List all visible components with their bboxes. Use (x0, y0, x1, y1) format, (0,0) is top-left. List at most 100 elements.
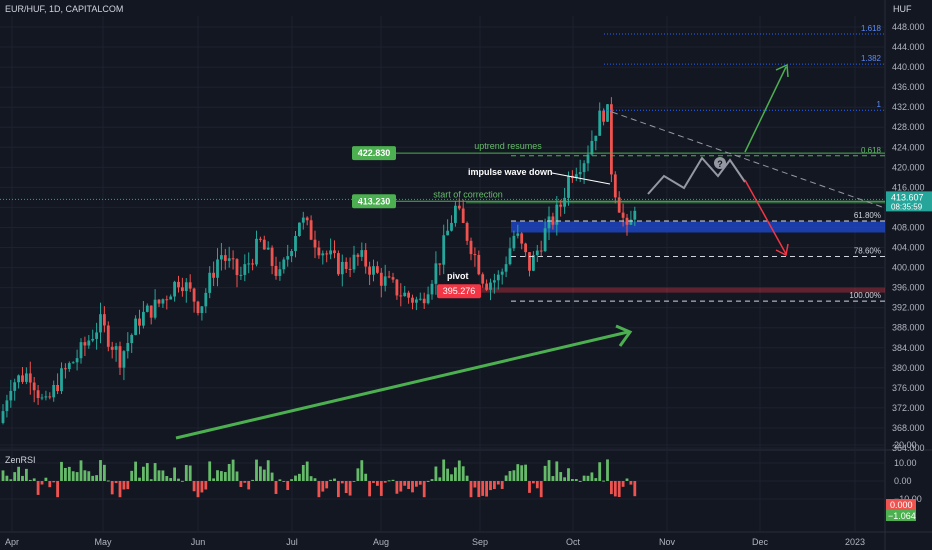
price-tick-label: 408.000 (892, 222, 925, 232)
candle-body (543, 228, 547, 252)
candle-body (32, 382, 36, 391)
price-tick-label: 440.000 (892, 62, 925, 72)
candle-body (500, 271, 504, 275)
rsi-histogram (1, 459, 637, 498)
pivot-text: pivot (447, 271, 469, 281)
candle-body (481, 274, 485, 284)
candle-body (598, 110, 602, 136)
rsi-bar (235, 471, 239, 481)
candle-body (235, 259, 239, 276)
candle-body (477, 254, 481, 275)
rsi-bar (9, 479, 13, 481)
candle-body (399, 295, 403, 297)
rsi-tick-label: 0.00 (894, 476, 912, 486)
level-text: uptrend resumes (474, 141, 542, 151)
rsi-bar (282, 481, 286, 482)
pivot-price-tag (437, 284, 481, 299)
candle-body (56, 384, 59, 392)
candle-body (348, 268, 352, 270)
candle-body (493, 280, 496, 283)
rsi-bar (60, 461, 63, 481)
rsi-bar (1, 470, 5, 481)
rsi-bar (321, 481, 325, 492)
candle-body (606, 104, 609, 122)
candle-body (208, 272, 212, 293)
rsi-bar (340, 481, 344, 484)
rsi-bar (177, 478, 180, 481)
candle-body (64, 368, 67, 370)
rsi-bar (223, 472, 227, 481)
rsi-bar (461, 466, 465, 481)
rsi-bar (399, 481, 403, 492)
price-tick-label: 392.000 (892, 303, 925, 313)
candle-body (387, 276, 391, 278)
candle-body (192, 288, 196, 302)
bull-arrow-head (775, 63, 789, 78)
candle-body (239, 274, 243, 276)
time-tick-label: May (94, 537, 112, 547)
rsi-bar (17, 466, 20, 481)
candle-body (290, 251, 293, 257)
rsi-bar (493, 481, 496, 490)
time-tick-label: Jun (191, 537, 206, 547)
rsi-bar (231, 459, 235, 481)
candle-body (450, 222, 453, 231)
rsi-bar (44, 477, 48, 481)
rsi-bar (368, 481, 371, 497)
rsi-bar (391, 479, 395, 481)
level-price-tag (352, 194, 396, 209)
rsi-bar (500, 481, 504, 489)
rsi-bar (313, 478, 317, 481)
rsi-bar (305, 461, 309, 481)
candle-body (415, 299, 418, 303)
rsi-bar (356, 468, 360, 481)
current-price-label: 413.607 (891, 192, 924, 202)
candle-body (106, 325, 110, 347)
candle-body (629, 219, 633, 225)
rsi-bar (64, 467, 67, 481)
candle-body (582, 163, 586, 173)
rsi-bar (212, 478, 215, 481)
rsi-bar (134, 461, 137, 481)
rsi-bar (21, 475, 24, 481)
price-tick-label: 420.000 (892, 162, 925, 172)
price-tick-label: 416.000 (892, 182, 925, 192)
rsi-bar (270, 472, 274, 481)
rsi-bar (145, 463, 149, 481)
rsi-bar (106, 480, 110, 482)
bull-arrow (744, 66, 787, 153)
rsi-bar (294, 475, 297, 481)
rsi-bar (418, 481, 422, 485)
rsi-bar (153, 463, 157, 481)
level-price-label: 413.230 (358, 196, 391, 206)
candle-body (60, 368, 63, 392)
rsi-bar (266, 460, 270, 481)
candle-body (489, 282, 492, 290)
time-tick-label: Sep (472, 537, 488, 547)
impulse-arrow (551, 172, 611, 185)
candle-body (535, 250, 539, 256)
rsi-bar (407, 481, 410, 490)
candle-body (286, 256, 290, 260)
candle-body (520, 233, 524, 244)
candle-body (243, 264, 247, 275)
rsi-bar (325, 481, 329, 489)
candle-body (204, 292, 208, 307)
rsi-bar (571, 479, 574, 481)
candle-body (231, 258, 235, 260)
rsi-bar (204, 481, 208, 490)
candle-body (360, 250, 364, 257)
rsi-bar (602, 480, 605, 482)
candle-body (457, 205, 461, 209)
price-tick-label: 388.000 (892, 323, 925, 333)
candle-body (282, 259, 286, 270)
rsi-bar (344, 481, 348, 494)
candle-body (454, 205, 457, 223)
candle-body (379, 272, 383, 286)
rsi-bar (625, 478, 629, 481)
candle-body (555, 204, 559, 225)
rsi-bar (535, 481, 539, 489)
rsi-bar (348, 481, 352, 496)
candle-body (325, 253, 329, 255)
